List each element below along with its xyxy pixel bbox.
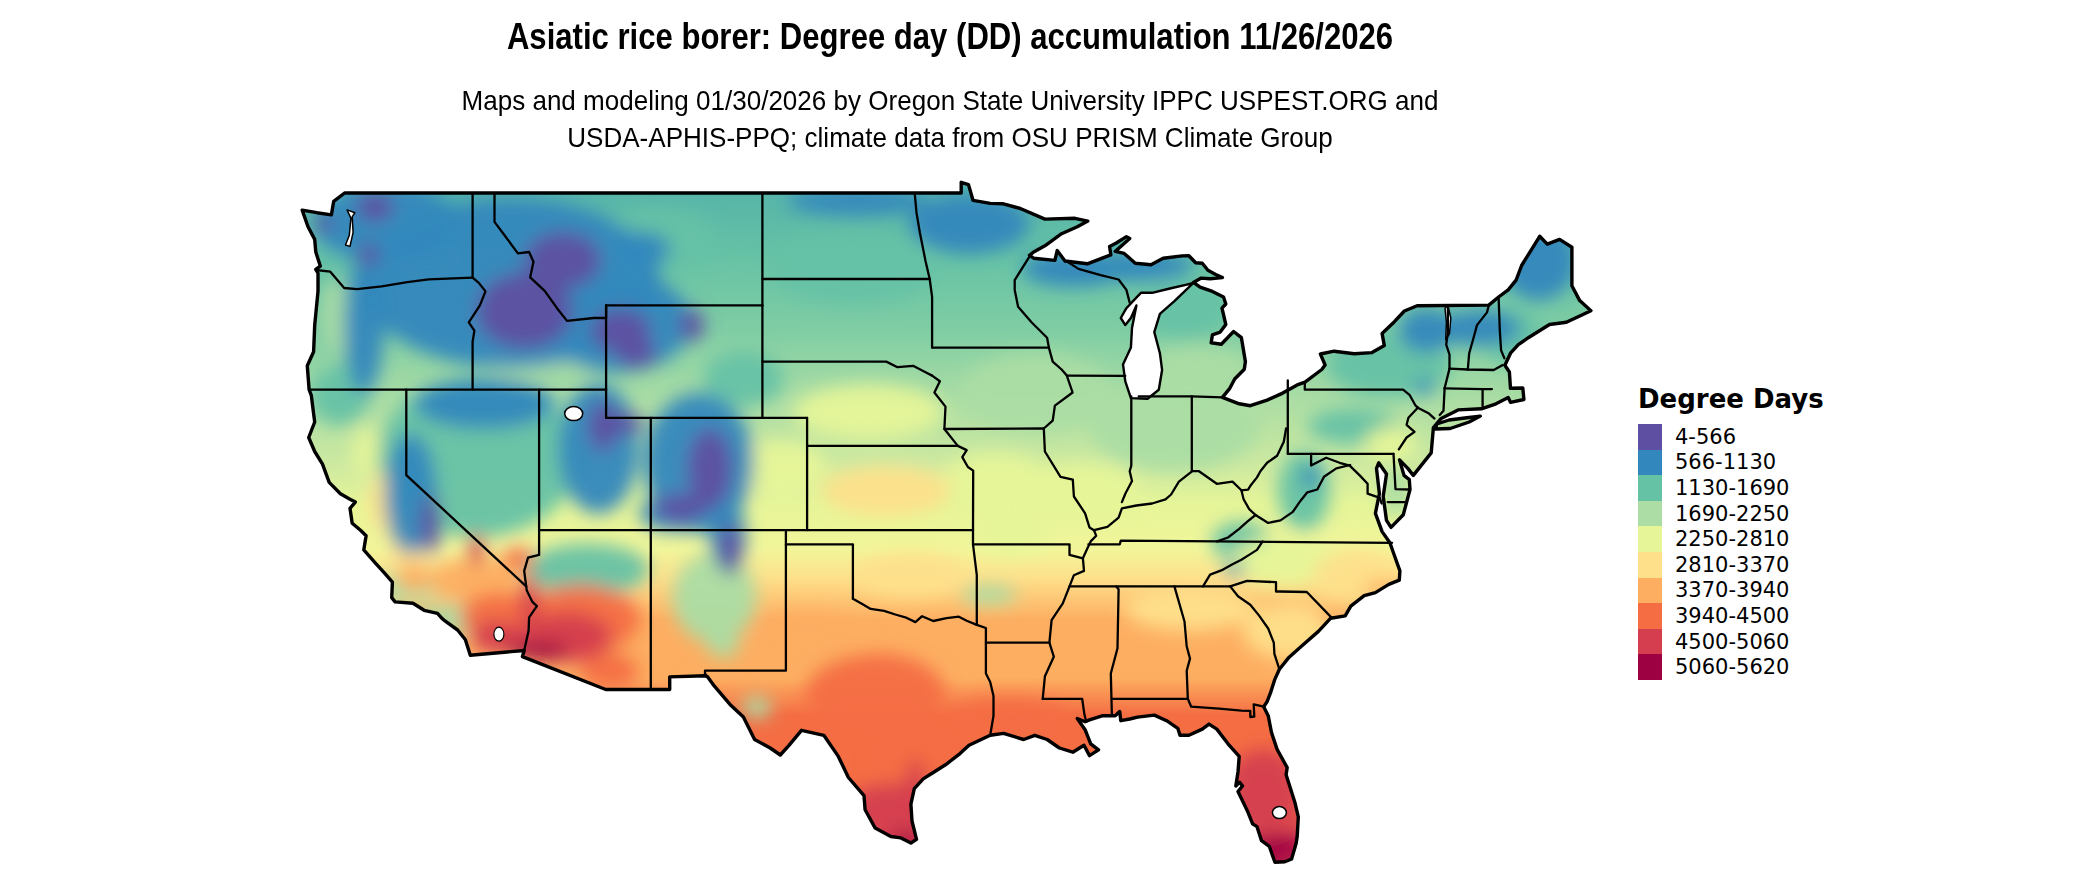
legend-label: 3370-3940 [1662,578,1789,602]
legend-label: 1130-1690 [1662,476,1789,500]
legend-label: 5060-5620 [1662,655,1789,679]
legend-item: 2250-2810 [1638,526,1824,552]
legend-swatch [1638,578,1662,604]
legend-label: 1690-2250 [1662,502,1789,526]
legend-item: 4-566 [1638,424,1824,450]
legend-swatch [1638,603,1662,629]
legend-swatch [1638,424,1662,450]
legend-swatch [1638,501,1662,527]
legend-label: 566-1130 [1662,450,1776,474]
legend-items: 4-566566-11301130-16901690-22502250-2810… [1638,424,1824,680]
legend-label: 4500-5060 [1662,630,1789,654]
legend-label: 2250-2810 [1662,527,1789,551]
great-salt-lake [565,407,583,421]
salton-sea [494,627,504,641]
uspest-degree-day-map-page: Asiatic rice borer: Degree day (DD) accu… [0,0,2100,892]
legend-label: 4-566 [1662,425,1736,449]
map-legend: Degree Days 4-566566-11301130-16901690-2… [1638,384,1824,680]
legend-swatch [1638,450,1662,476]
legend-swatch [1638,526,1662,552]
legend-swatch [1638,629,1662,655]
legend-item: 2810-3370 [1638,552,1824,578]
legend-swatch [1638,552,1662,578]
legend-item: 4500-5060 [1638,629,1824,655]
legend-label: 3940-4500 [1662,604,1789,628]
legend-item: 1690-2250 [1638,501,1824,527]
degree-day-raster [250,150,1670,892]
legend-item: 566-1130 [1638,450,1824,476]
lake-okeechobee [1272,807,1286,819]
legend-item: 1130-1690 [1638,475,1824,501]
legend-swatch [1638,475,1662,501]
legend-title: Degree Days [1638,384,1824,414]
legend-item: 3940-4500 [1638,603,1824,629]
legend-item: 5060-5620 [1638,654,1824,680]
legend-label: 2810-3370 [1662,553,1789,577]
legend-swatch [1638,654,1662,680]
legend-item: 3370-3940 [1638,578,1824,604]
